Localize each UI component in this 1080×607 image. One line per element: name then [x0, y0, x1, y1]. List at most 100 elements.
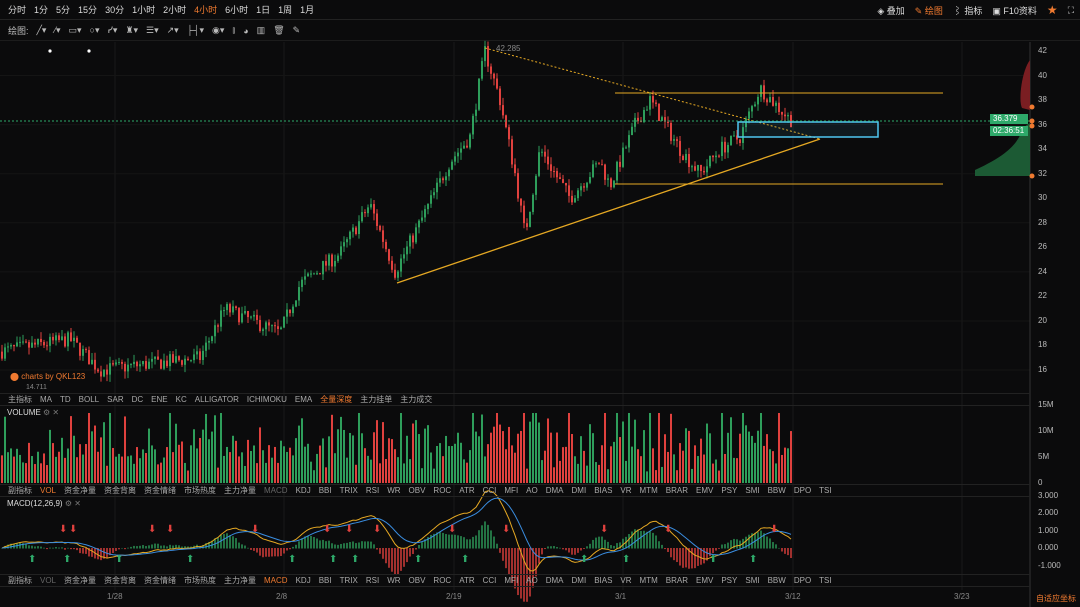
fork-tool-icon[interactable]: ♜▾: [125, 25, 139, 35]
indicator-tab-kc[interactable]: KC: [175, 395, 187, 404]
indicator-tab-vol[interactable]: VOL: [40, 576, 57, 585]
indicator-tab-tsi[interactable]: TSI: [819, 576, 832, 585]
indicator-tab-mtm[interactable]: MTM: [639, 486, 658, 495]
trendline-support[interactable]: [396, 138, 821, 284]
circle-tool-icon[interactable]: ○▾: [89, 25, 100, 35]
indicator-tab-资金情绪[interactable]: 资金情绪: [144, 486, 177, 495]
line-tool-icon[interactable]: ╱▾: [36, 25, 47, 35]
indicator-tab-trix[interactable]: TRIX: [339, 486, 358, 495]
f10-button[interactable]: ▣ F10资料: [992, 5, 1037, 16]
indicator-tab-dmi[interactable]: DMI: [571, 576, 587, 585]
indicator-tab-dpo[interactable]: DPO: [793, 486, 812, 495]
snapshot-icon[interactable]: ◕: [243, 25, 249, 36]
arrow-tool-icon[interactable]: ↗▾: [166, 25, 179, 35]
indicator-tab-cci[interactable]: CCI: [482, 486, 497, 495]
indicator-tab-dmi[interactable]: DMI: [571, 486, 587, 495]
indicator-tab-bbi[interactable]: BBI: [318, 576, 332, 585]
indicator-tab-主力挂单[interactable]: 主力挂单: [360, 395, 393, 404]
period-7[interactable]: 4小时: [194, 5, 218, 15]
indicator-tab-vr[interactable]: VR: [620, 576, 632, 585]
indicator-tab-dc[interactable]: DC: [131, 395, 144, 404]
indicator-tab-brar[interactable]: BRAR: [665, 576, 688, 585]
indicator-tab-mtm[interactable]: MTM: [639, 576, 658, 585]
indicator-tab-ene[interactable]: ENE: [151, 395, 168, 404]
indicator-tab-wr[interactable]: WR: [387, 486, 401, 495]
indicator-tab-atr[interactable]: ATR: [459, 576, 475, 585]
indicator-tab-cci[interactable]: CCI: [482, 576, 497, 585]
indicator-tab-psy[interactable]: PSY: [721, 486, 738, 495]
indicator-tab-macd[interactable]: MACD: [264, 486, 288, 495]
indicator-tab-ichimoku[interactable]: ICHIMOKU: [246, 395, 287, 404]
indicator-tab-vol[interactable]: VOL: [40, 486, 57, 495]
indicator-tab-bias[interactable]: BIAS: [594, 486, 613, 495]
indicator-tab-trix[interactable]: TRIX: [339, 576, 358, 585]
indicator-tab-psy[interactable]: PSY: [721, 576, 738, 585]
trash-icon[interactable]: 🗑: [273, 25, 285, 35]
indicator-tab-alligator[interactable]: ALLIGATOR: [194, 395, 239, 404]
fullscreen-icon[interactable]: ⛶: [1067, 4, 1074, 15]
draw-button[interactable]: ✎ 绘图: [914, 5, 943, 16]
period-0[interactable]: 分时: [8, 5, 27, 15]
indicator-tab-sar[interactable]: SAR: [107, 395, 124, 404]
indicator-tab-brar[interactable]: BRAR: [665, 486, 688, 495]
indicator-tab-ma[interactable]: MA: [40, 395, 52, 404]
indicator-tab-tsi[interactable]: TSI: [819, 486, 832, 495]
indicator-tab-bbi[interactable]: BBI: [318, 486, 332, 495]
indicator-tab-资金背离[interactable]: 资金背离: [104, 576, 137, 585]
indicator-tab-资金净量[interactable]: 资金净量: [64, 486, 97, 495]
indicator-tab-emv[interactable]: EMV: [696, 576, 714, 585]
indicator-tab-bias[interactable]: BIAS: [594, 576, 613, 585]
indicator-tab-dpo[interactable]: DPO: [793, 576, 812, 585]
indicator-tab-资金净量[interactable]: 资金净量: [64, 576, 97, 585]
period-10[interactable]: 1周: [278, 5, 293, 15]
period-8[interactable]: 6小时: [225, 5, 249, 15]
indicator-tab-资金背离[interactable]: 资金背离: [104, 486, 137, 495]
indicator-tab-obv[interactable]: OBV: [408, 576, 426, 585]
indicator-tab-ao[interactable]: AO: [526, 486, 538, 495]
indicator-tab-市场热度[interactable]: 市场热度: [184, 576, 217, 585]
period-1[interactable]: 1分: [34, 5, 49, 15]
overlay-button[interactable]: ◈ 叠加: [877, 5, 905, 16]
auto-axis-button[interactable]: 自适应坐标: [1036, 594, 1076, 603]
indicator-tab-mfi[interactable]: MFI: [504, 486, 519, 495]
indicator-tab-副指标[interactable]: 副指标: [8, 576, 32, 585]
indicator-tab-vr[interactable]: VR: [620, 486, 632, 495]
indicator-tab-rsi[interactable]: RSI: [365, 576, 380, 585]
indicator-tab-obv[interactable]: OBV: [408, 486, 426, 495]
note-tool-icon[interactable]: ◉▾: [211, 25, 225, 35]
indicator-tab-roc[interactable]: ROC: [433, 576, 452, 585]
period-11[interactable]: 1月: [300, 5, 315, 15]
indicator-tab-主力净量[interactable]: 主力净量: [224, 486, 257, 495]
indicator-tab-rsi[interactable]: RSI: [365, 486, 380, 495]
indicator-tab-dma[interactable]: DMA: [545, 576, 564, 585]
period-5[interactable]: 1小时: [132, 5, 156, 15]
indicator-tab-td[interactable]: TD: [60, 395, 71, 404]
chart-icon[interactable]: ▥: [256, 25, 266, 35]
indicator-tab-emv[interactable]: EMV: [696, 486, 714, 495]
indicator-tab-主指标[interactable]: 主指标: [8, 395, 32, 404]
indicator-tab-smi[interactable]: SMI: [745, 486, 760, 495]
indicator-tab-ema[interactable]: EMA: [294, 395, 313, 404]
indicator-tab-wr[interactable]: WR: [387, 576, 401, 585]
fib-tool-icon[interactable]: ☰▾: [146, 25, 159, 35]
indicator-tab-roc[interactable]: ROC: [433, 486, 452, 495]
indicator-tab-mfi[interactable]: MFI: [504, 576, 519, 585]
indicator-tab-dma[interactable]: DMA: [545, 486, 564, 495]
indicator-tab-bbw[interactable]: BBW: [767, 576, 786, 585]
rectangle-drawing[interactable]: [737, 121, 879, 138]
indicator-tab-资金情绪[interactable]: 资金情绪: [144, 576, 177, 585]
period-9[interactable]: 1日: [256, 5, 271, 15]
indicator-tab-kdj[interactable]: KDJ: [295, 576, 311, 585]
period-3[interactable]: 15分: [78, 5, 98, 15]
indicator-tab-smi[interactable]: SMI: [745, 576, 760, 585]
pattern-tool-icon[interactable]: ᓯ▾: [107, 25, 118, 35]
measure-tool-icon[interactable]: ├┤▾: [186, 25, 204, 35]
indicator-button[interactable]: ⌇ 指标: [952, 5, 983, 16]
indicator-tab-副指标[interactable]: 副指标: [8, 486, 32, 495]
ray-tool-icon[interactable]: ⁄▾: [54, 25, 61, 35]
indicator-tab-kdj[interactable]: KDJ: [295, 486, 311, 495]
favorite-star-icon[interactable]: ★: [1046, 3, 1058, 17]
pen-icon[interactable]: ✎: [292, 25, 301, 35]
indicator-tab-atr[interactable]: ATR: [459, 486, 475, 495]
